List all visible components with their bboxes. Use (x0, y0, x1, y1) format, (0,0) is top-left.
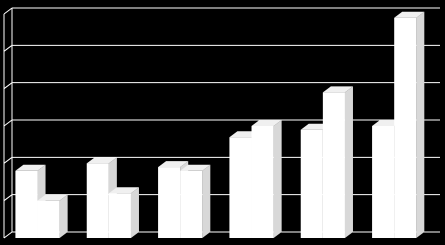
grid-line-edge (3, 7, 13, 15)
bar (372, 126, 395, 238)
grid-line-edge (3, 44, 13, 52)
bar-top (108, 187, 139, 194)
grid-line-edge (3, 194, 13, 202)
bar (86, 163, 109, 238)
bar (300, 129, 323, 238)
grid-line-edge (3, 156, 13, 164)
bar (251, 126, 274, 238)
grid-line-edge (3, 119, 13, 127)
bar (158, 167, 181, 238)
bar (229, 137, 252, 238)
bar (15, 170, 38, 238)
bar-top (37, 194, 68, 201)
bar-side (344, 86, 353, 239)
bar-top (15, 164, 46, 171)
bar (108, 193, 131, 238)
bar-top (86, 157, 117, 164)
bar-side (273, 120, 282, 238)
bar-side (202, 164, 211, 238)
bar-side (59, 194, 68, 238)
bar-top (158, 161, 189, 168)
grid-line-edge (3, 231, 13, 239)
bar (322, 92, 345, 239)
bar-side (130, 187, 139, 238)
bar-top (322, 86, 353, 93)
bar-top (180, 164, 211, 171)
bar (394, 17, 417, 238)
grid-line-edge (3, 82, 13, 90)
bar (37, 200, 60, 238)
bar-top (251, 120, 282, 126)
bar-side (416, 11, 425, 238)
bar (180, 170, 203, 238)
bar-top (394, 11, 425, 18)
